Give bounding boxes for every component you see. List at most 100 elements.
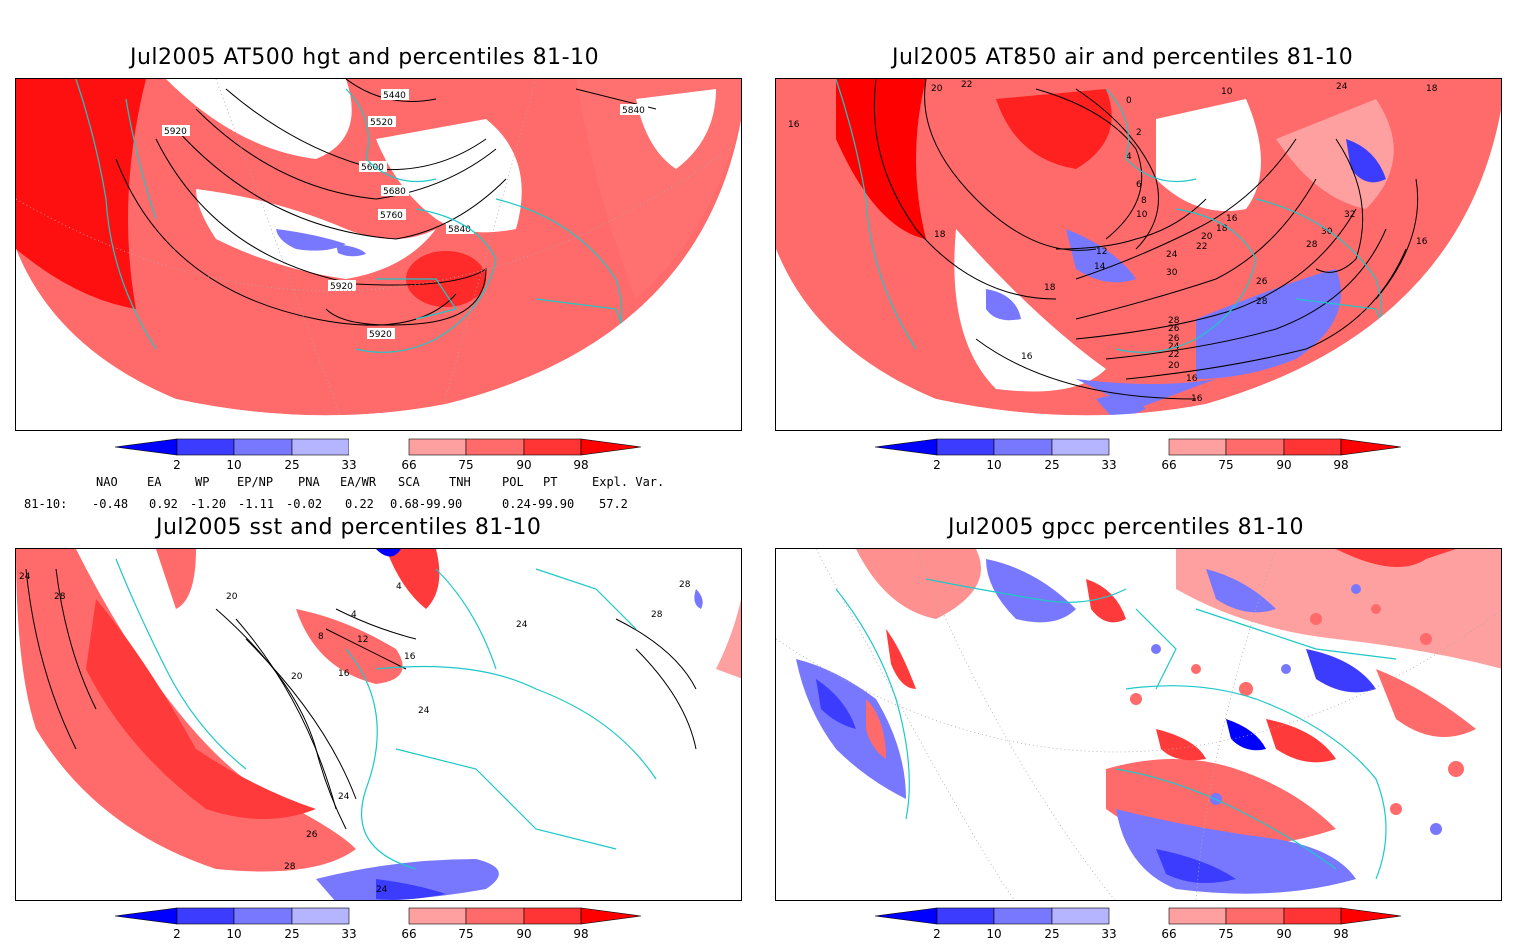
p3-label-12: 12	[357, 635, 368, 645]
cbar4-tick-2: 2	[933, 927, 941, 940]
p3-label-28c: 28	[651, 610, 663, 620]
cbar4-tick-25: 25	[1044, 927, 1059, 940]
p1-label-5840b: 5840	[622, 106, 645, 116]
cbar4-tick-90: 90	[1276, 927, 1291, 940]
index-header-explvar: Expl. Var.	[592, 475, 665, 489]
cbar2-tick-10: 10	[986, 458, 1001, 472]
index-header-ea: EA	[147, 475, 162, 489]
cbar2-tick-75: 75	[1218, 458, 1233, 472]
p3-label-24e: 24	[376, 885, 388, 895]
colorbar-3: 2 10 25 33 66 75 90 98	[114, 907, 655, 944]
p1-label-5920b: 5920	[330, 282, 353, 292]
cbar1-tick-25: 25	[284, 458, 299, 472]
p3-label-4b: 4	[396, 582, 402, 592]
index-value-explvar: 57.2	[599, 497, 628, 511]
p2-label-18c: 18	[1216, 224, 1228, 234]
p2-label-22b: 22	[1196, 242, 1207, 252]
p1-label-5600: 5600	[361, 163, 384, 173]
index-value-ea: 0.92	[149, 497, 178, 511]
p2-label-18d: 18	[1426, 84, 1438, 94]
p2-label-30b: 30	[1321, 227, 1333, 237]
index-value-sca: 0.68-99.90	[390, 497, 463, 511]
index-value-epnp: -1.11	[238, 497, 275, 511]
p1-label-5760: 5760	[380, 211, 403, 221]
p2-label-14: 14	[1094, 262, 1106, 272]
p2-label-22c: 22	[1168, 350, 1179, 360]
p2-label-16f: 16	[1186, 374, 1198, 384]
p3-label-24b: 24	[418, 706, 430, 716]
cbar4-tick-98: 98	[1333, 927, 1348, 940]
p2-label-4: 4	[1126, 152, 1132, 162]
cbar1-tick-66: 66	[401, 458, 416, 472]
colorbar-2: 2 10 25 33 66 75 90 98	[874, 438, 1415, 476]
p2-label-0: 0	[1126, 96, 1132, 106]
cbar1-tick-10: 10	[226, 458, 241, 472]
index-header-sca: SCA	[398, 475, 420, 489]
cbar2-tick-33: 33	[1101, 458, 1116, 472]
p1-label-5920c: 5920	[369, 330, 392, 340]
cbar4-tick-75: 75	[1218, 927, 1233, 940]
p2-label-16d: 16	[1226, 214, 1238, 224]
panel4-map	[775, 548, 1502, 901]
p2-label-18a: 18	[934, 230, 946, 240]
p2-label-20b: 20	[1201, 232, 1213, 242]
p3-label-20a: 20	[226, 592, 238, 602]
p2-label-16: 16	[788, 120, 800, 130]
p3-label-4a: 4	[351, 610, 357, 620]
p2-label-8: 8	[1141, 196, 1147, 206]
p3-label-16a: 16	[338, 669, 350, 679]
index-header-pna: PNA	[298, 475, 320, 489]
cbar3-tick-75: 75	[458, 927, 473, 940]
panel3-map: 24 28 20 4 4 8 12 16 16 20 24 24 24 26 2…	[15, 548, 742, 901]
cbar3-tick-98: 98	[573, 927, 588, 940]
cbar2-tick-98: 98	[1333, 458, 1348, 472]
cbar1-tick-90: 90	[516, 458, 531, 472]
p2-label-32: 32	[1344, 210, 1355, 220]
cbar4-tick-66: 66	[1161, 927, 1176, 940]
cbar3-tick-10: 10	[226, 927, 241, 940]
index-header-eawr: EA/WR	[340, 475, 377, 489]
cbar2-tick-90: 90	[1276, 458, 1291, 472]
p2-label-28: 28	[1256, 297, 1268, 307]
cbar4-tick-10: 10	[986, 927, 1001, 940]
p1-label-5920a: 5920	[164, 127, 187, 137]
index-row-label: 81-10:	[24, 497, 68, 511]
p1-label-5440: 5440	[383, 91, 406, 101]
cbar3-tick-2: 2	[173, 927, 181, 940]
p2-label-28c: 28	[1168, 316, 1180, 326]
cbar2-tick-66: 66	[1161, 458, 1176, 472]
index-value-eawr: 0.22	[345, 497, 374, 511]
p1-label-5520: 5520	[370, 118, 393, 128]
p2-label-24: 24	[1166, 250, 1178, 260]
cbar1-tick-33: 33	[341, 458, 356, 472]
p2-label-22: 22	[961, 80, 972, 90]
p3-label-28a: 28	[54, 592, 66, 602]
p2-label-26b: 26	[1168, 324, 1180, 334]
panel3-title: Jul2005 sst and percentiles 81-10	[156, 515, 542, 540]
cbar2-tick-2: 2	[933, 458, 941, 472]
cbar3-tick-25: 25	[284, 927, 299, 940]
p3-label-24a: 24	[19, 572, 31, 582]
cbar1-tick-75: 75	[458, 458, 473, 472]
p3-label-8: 8	[318, 632, 324, 642]
index-value-nao: -0.48	[92, 497, 129, 511]
p2-label-16e: 16	[1416, 237, 1428, 247]
index-value-pna: -0.02	[286, 497, 323, 511]
p2-label-18b: 18	[1044, 283, 1056, 293]
index-header-nao: NAO	[96, 475, 118, 489]
p3-label-28b: 28	[284, 862, 296, 872]
panel1-title: Jul2005 AT500 hgt and percentiles 81-10	[130, 45, 600, 70]
p2-label-6: 6	[1136, 180, 1142, 190]
panel1-map: 5440 5520 5600 5680 5760 5840 5840 5920 …	[15, 78, 742, 431]
index-header-epnp: EP/NP	[237, 475, 274, 489]
panel2-map: 20 22 16 18 18 16 16 12 14 10 8 6 4 2 0 …	[775, 78, 1502, 431]
cbar1-tick-2: 2	[173, 458, 181, 472]
cbar4-tick-33: 33	[1101, 927, 1116, 940]
p3-label-26: 26	[306, 830, 318, 840]
panel4-title: Jul2005 gpcc percentiles 81-10	[948, 515, 1305, 540]
colorbar-4: 2 10 25 33 66 75 90 98	[874, 907, 1415, 944]
cbar1-tick-98: 98	[573, 458, 588, 472]
index-value-pol: 0.24-99.90	[502, 497, 575, 511]
p3-label-24d: 24	[338, 792, 350, 802]
panel2-title: Jul2005 AT850 air and percentiles 81-10	[892, 45, 1354, 70]
